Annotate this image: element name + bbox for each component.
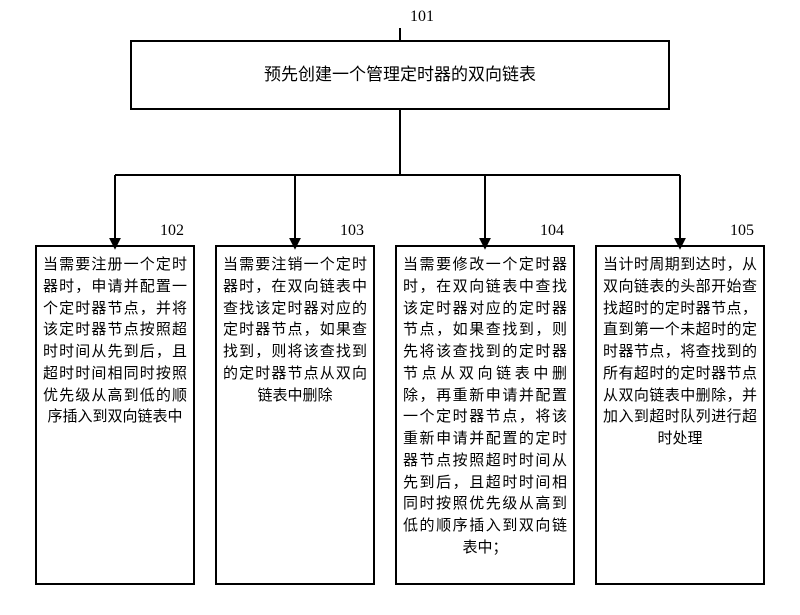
child-node-104: 当需要修改一个定时器时，在双向链表中查找该定时器对应的定时器节点，如果查找到，则… (395, 245, 575, 585)
child-node-102: 当需要注册一个定时器时，申请并配置一个定时器节点，并将该定时器节点按照超时时间从… (35, 245, 195, 585)
child-node-103: 当需要注销一个定时器时，在双向链表中查找该定时器对应的定时器节点，如果查找到，则… (215, 245, 375, 585)
child-node-105-text: 当计时周期到达时，从双向链表的头部开始查找超时的定时器节点，直到第一个未超时的定… (603, 255, 757, 451)
ref-label-102: 102 (160, 222, 184, 240)
child-node-103-text: 当需要注销一个定时器时，在双向链表中查找该定时器对应的定时器节点，如果查找到，则… (223, 255, 367, 407)
child-node-104-text: 当需要修改一个定时器时，在双向链表中查找该定时器对应的定时器节点，如果查找到，则… (403, 255, 567, 560)
child-node-102-text: 当需要注册一个定时器时，申请并配置一个定时器节点，并将该定时器节点按照超时时间从… (43, 255, 187, 429)
ref-label-101: 101 (410, 8, 434, 26)
root-node: 预先创建一个管理定时器的双向链表 (130, 40, 670, 110)
ref-label-104: 104 (540, 222, 564, 240)
ref-label-105: 105 (730, 222, 754, 240)
ref-label-103: 103 (340, 222, 364, 240)
child-node-105: 当计时周期到达时，从双向链表的头部开始查找超时的定时器节点，直到第一个未超时的定… (595, 245, 765, 585)
root-node-text: 预先创建一个管理定时器的双向链表 (264, 63, 536, 88)
